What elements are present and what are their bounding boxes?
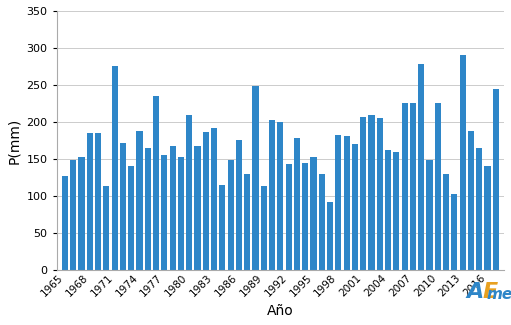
Bar	[418, 64, 424, 270]
Bar	[443, 174, 449, 270]
Bar	[120, 143, 126, 270]
Bar	[161, 155, 168, 270]
Bar	[269, 121, 275, 270]
Bar	[310, 157, 317, 270]
Bar	[484, 166, 491, 270]
Bar	[335, 135, 341, 270]
Bar	[211, 128, 217, 270]
Bar	[476, 148, 482, 270]
Bar	[70, 161, 76, 270]
Bar	[451, 194, 457, 270]
Bar	[78, 157, 85, 270]
Bar	[385, 150, 391, 270]
Bar	[261, 186, 267, 270]
Bar	[153, 96, 159, 270]
Bar	[103, 186, 109, 270]
Bar	[294, 138, 300, 270]
Bar	[352, 144, 358, 270]
Bar	[203, 132, 209, 270]
Text: A: A	[467, 282, 484, 302]
Bar	[368, 114, 375, 270]
Bar	[186, 114, 192, 270]
Bar	[145, 148, 151, 270]
Bar	[343, 136, 350, 270]
Bar	[402, 103, 408, 270]
Bar	[219, 185, 225, 270]
Bar	[286, 164, 292, 270]
Bar	[194, 146, 201, 270]
X-axis label: Año: Año	[267, 304, 294, 318]
Bar	[410, 103, 416, 270]
Bar	[435, 103, 441, 270]
Y-axis label: P(mm): P(mm)	[7, 117, 21, 163]
Bar	[136, 131, 143, 270]
Bar	[178, 157, 184, 270]
Bar	[111, 66, 118, 270]
Bar	[128, 166, 134, 270]
Bar	[170, 146, 176, 270]
Bar	[277, 122, 284, 270]
Bar	[493, 89, 499, 270]
Bar	[236, 140, 242, 270]
Text: met: met	[486, 287, 511, 302]
Bar	[252, 86, 259, 270]
Bar	[95, 133, 101, 270]
Bar	[227, 160, 234, 270]
Bar	[302, 162, 308, 270]
Bar	[468, 131, 474, 270]
Bar	[459, 55, 466, 270]
Bar	[87, 133, 93, 270]
Bar	[62, 176, 68, 270]
Bar	[393, 151, 400, 270]
Bar	[426, 161, 433, 270]
Bar	[360, 117, 366, 270]
Bar	[244, 174, 250, 270]
Bar	[377, 118, 383, 270]
Bar	[327, 202, 333, 270]
Bar	[319, 174, 325, 270]
Text: E: E	[483, 282, 498, 302]
